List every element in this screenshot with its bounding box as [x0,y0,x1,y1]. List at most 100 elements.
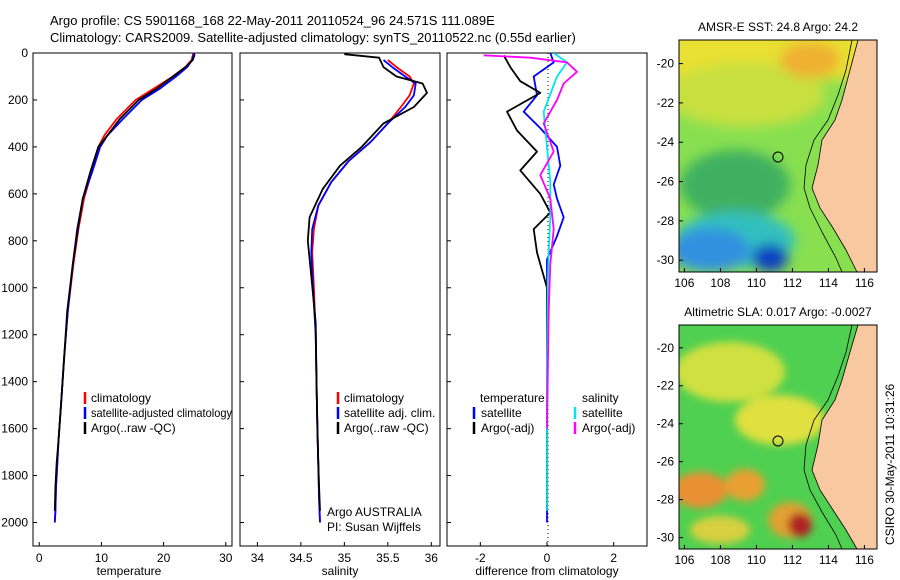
sla-land [811,325,877,549]
legend-label-climatology: climatology [91,391,151,405]
sla-map-title: Altimetric SLA: 0.017 Argo: -0.0027 [684,305,872,319]
difference-legend: temperature satellite Argo(-adj) salinit… [472,391,635,435]
depth-tick-label: 1800 [1,469,28,483]
salinity-panel-frame [239,52,441,547]
sla-yellow-patch-3 [690,516,750,544]
temperature-series-group [53,53,196,523]
sst-shelf-edge [803,40,853,272]
x-tick-label: 30 [219,551,233,565]
legend-label-temp-satellite: satellite [481,406,522,420]
lon-tick-label: 114 [819,276,838,290]
depth-tick-label: 2000 [1,516,28,530]
sst-map-title: AMSR-E SST: 24.8 Argo: 24.2 [698,20,858,34]
difference-x-ticks: -2 0 2 [475,542,617,565]
depth-tick-label: 800 [8,234,28,248]
lon-tick-label: 110 [747,553,766,567]
series-line-argo-raw-qc- [53,53,196,511]
lat-tick-label: -28 [657,493,675,507]
legend-label-argo: Argo(..raw -QC) [91,421,176,435]
x-tick-label: 35.5 [376,551,400,565]
series-line-argo-raw-qc- [306,53,428,511]
lon-tick-label: 106 [674,276,694,290]
depth-axis: 0 200 400 600 800 1000 1200 1400 1600 1800 2000 [1,46,451,530]
x-tick-label: 34.5 [289,551,313,565]
legend-label-climatology: climatology [344,391,404,405]
sst-map-field [679,40,877,272]
lat-tick-label: -24 [657,417,675,431]
legend-label-argo: Argo(..raw -QC) [344,421,429,435]
lat-tick-label: -26 [657,175,675,189]
lat-tick-label: -20 [657,57,675,71]
x-tick-label: 0 [544,551,551,565]
depth-tick-label: 1400 [1,375,28,389]
salinity-legend: climatology satellite adj. clim. Argo(..… [336,391,435,435]
header-line-1: Argo profile: CS 5901168_168 22-May-2011… [50,13,495,28]
x-tick-label: 35 [338,551,352,565]
legend-label-sal-argo: Argo(-adj) [582,421,635,435]
sst-map-frame [678,39,878,273]
legend-header-temperature: temperature [480,391,545,405]
lon-tick-label: 108 [710,276,730,290]
sla-map-ticks: 106 108 110 112 114 116 -20 -22 -24 -26 -28 -30 [657,341,875,567]
temperature-legend: climatology satellite-adjusted climatolo… [83,391,232,435]
lat-tick-label: -30 [657,253,675,267]
x-tick-label: 2 [610,551,617,565]
lon-tick-label: 114 [819,553,838,567]
legend-header-salinity: salinity [582,391,619,405]
lon-tick-label: 110 [747,276,766,290]
sla-yellow-patch-2 [735,395,825,445]
annotation-argo-australia: Argo AUSTRALIA [327,505,422,519]
lat-tick-label: -20 [657,341,675,355]
side-stamp: CSIRO 30-May-2011 10:31:26 [883,383,897,545]
sla-argo-position-marker [772,435,784,447]
legend-label-temp-argo: Argo(-adj) [481,421,534,435]
x-tick-label: 36 [425,551,439,565]
salinity-x-ticks: 34 34.5 35 35.5 36 [251,542,439,565]
sst-land [811,40,877,272]
depth-tick-label: 1600 [1,422,28,436]
temperature-panel-frame [32,52,233,547]
lon-tick-label: 106 [674,553,694,567]
sla-yellow-patch [679,342,785,402]
salinity-series-group [306,53,428,523]
temperature-x-ticks: 0 10 20 30 [36,542,233,565]
depth-tick-label: 0 [21,46,28,60]
sla-shelf-edge [803,325,853,549]
sla-map-frame [678,324,878,550]
lon-tick-label: 108 [710,553,730,567]
difference-series-group [483,53,578,523]
legend-label-sal-satellite: satellite [582,406,623,420]
x-tick-label: 20 [157,551,171,565]
sst-argo-position-marker [772,151,784,163]
sst-cool-patch [680,150,790,220]
lon-tick-label: 116 [855,276,874,290]
x-tick-label: 34 [251,551,265,565]
sla-map-field [679,325,877,549]
sla-red-patch [788,513,812,537]
legend-label-satellite-adjusted: satellite-adjusted climatology [91,406,232,420]
lat-tick-label: -24 [657,135,675,149]
sla-orange-patch [679,472,728,508]
x-tick-label: -2 [475,551,486,565]
salinity-xlabel: salinity [322,564,359,578]
lat-tick-label: -30 [657,531,675,545]
lon-tick-label: 112 [783,553,802,567]
sst-blue-patch [679,228,750,272]
x-tick-label: 10 [95,551,109,565]
sst-orange-patch [780,42,840,78]
lat-tick-label: -28 [657,214,675,228]
temperature-xlabel: temperature [97,564,162,578]
lat-tick-label: -22 [657,379,675,393]
annotation-pi: PI: Susan Wijffels [327,520,421,534]
lat-tick-label: -22 [657,96,675,110]
sla-orange-patch-2 [725,469,765,501]
sst-deep-blue-patch [752,244,788,272]
depth-tick-label: 600 [8,187,28,201]
series-line-argo-adj- [483,54,578,429]
sst-map-ticks: 106 108 110 112 114 116 -20 -22 -24 -26 -28 -30 [657,57,875,290]
lon-tick-label: 116 [855,553,874,567]
depth-tick-label: 1000 [1,281,28,295]
depth-tick-label: 1200 [1,328,28,342]
header-line-2: Climatology: CARS2009. Satellite-adjuste… [50,30,576,45]
